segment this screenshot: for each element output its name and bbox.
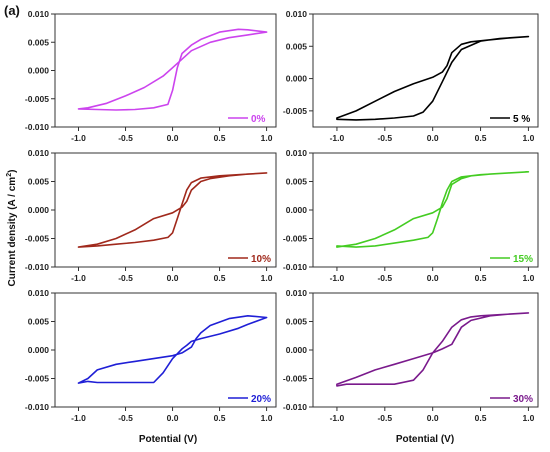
y-tick-label: 0.000: [286, 345, 308, 355]
panel-frame: [54, 292, 277, 408]
y-tick-label: -0.005: [283, 234, 307, 244]
x-tick-label: -1.0: [71, 133, 86, 143]
x-tick-label: 1.0: [261, 413, 273, 423]
panel-5: -1.0 -0.5 0.0 0.5 1.0 -0.010 -0.005 0.000 0.005 0…: [25, 288, 277, 423]
y-tick-label: 0.010: [28, 148, 50, 158]
panel-4: -1.0 -0.5 0.0 0.5 1.0 -0.010 -0.005 0.000 0.005 0…: [283, 148, 539, 283]
y-tick-label: -0.010: [283, 262, 307, 272]
x-tick-label: -1.0: [71, 413, 86, 423]
x-tick-label: -0.5: [118, 133, 133, 143]
legend-label: 30%: [513, 394, 533, 405]
panel-3: -1.0 -0.5 0.0 0.5 1.0 -0.010 -0.005 0.000 0.005 0…: [25, 148, 277, 283]
x-tick-label: -1.0: [330, 413, 345, 423]
y-tick-label: -0.010: [283, 402, 307, 412]
x-tick-label: 0.0: [167, 273, 179, 283]
y-tick-label: 0.005: [286, 41, 308, 51]
legend-label: 15%: [513, 254, 533, 265]
y-tick-label: -0.005: [283, 374, 307, 384]
y-tick-label: 0.000: [28, 66, 50, 76]
legend-label: 10%: [251, 254, 271, 265]
x-tick-label: 1.0: [523, 273, 535, 283]
y-tick-label: 0.010: [286, 9, 308, 19]
y-axis-label-close: ): [7, 170, 18, 173]
x-tick-label: 1.0: [523, 133, 535, 143]
panels-group: -1.0 -0.5 0.0 0.5 1.0 -0.010 -0.005 0.000 0.005 0…: [25, 9, 539, 423]
y-tick-label: -0.005: [25, 234, 49, 244]
y-tick-label: -0.010: [25, 402, 49, 412]
x-tick-label: 0.0: [427, 273, 439, 283]
y-axis-label-text: Current density (A / cm: [7, 177, 18, 287]
y-tick-label: -0.005: [25, 374, 49, 384]
y-axis-label: Current density (A / cm2): [6, 170, 18, 287]
x-tick-label: 0.5: [214, 413, 226, 423]
x-tick-label: -0.5: [118, 413, 133, 423]
y-tick-label: 0.010: [286, 288, 308, 298]
x-tick-label: -1.0: [330, 133, 345, 143]
cv-curve: [77, 172, 268, 248]
x-tick-label: -0.5: [377, 273, 392, 283]
x-tick-label: 0.0: [427, 133, 439, 143]
panel-1: -1.0 -0.5 0.0 0.5 1.0 -0.010 -0.005 0.000 0.005 0…: [25, 9, 277, 143]
y-tick-label: 0.010: [28, 9, 50, 19]
panel-frame: [312, 292, 539, 408]
x-tick-label: -1.0: [71, 273, 86, 283]
panel-6: -1.0 -0.5 0.0 0.5 1.0 -0.010 -0.005 0.000 0.005 0…: [283, 288, 539, 423]
cv-curve: [336, 312, 530, 387]
x-tick-label: 0.0: [167, 133, 179, 143]
panel-frame: [54, 152, 277, 268]
x-tick-label: 0.5: [475, 273, 487, 283]
x-tick-label: -0.5: [377, 133, 392, 143]
cv-curve: [336, 35, 530, 121]
x-axis-label-left: Potential (V): [139, 434, 197, 445]
y-tick-label: 0.005: [286, 177, 308, 187]
x-tick-label: 1.0: [261, 133, 273, 143]
y-tick-label: 0.005: [286, 317, 308, 327]
y-tick-label: 0.005: [28, 317, 50, 327]
legend-label: 5 %: [513, 114, 530, 125]
y-tick-label: 0.000: [286, 205, 308, 215]
y-tick-label: -0.010: [25, 122, 49, 132]
y-axis-label-superscript: 2: [6, 173, 13, 177]
cv-curve: [336, 171, 530, 248]
y-tick-label: 0.000: [286, 74, 308, 84]
y-tick-label: -0.005: [283, 106, 307, 116]
cv-curve: [77, 28, 268, 111]
x-tick-label: 0.0: [167, 413, 179, 423]
y-tick-label: 0.005: [28, 37, 50, 47]
figure-label: (a): [4, 3, 20, 18]
y-tick-label: 0.000: [28, 345, 50, 355]
x-tick-label: 0.5: [475, 133, 487, 143]
y-tick-label: 0.010: [286, 148, 308, 158]
x-axis-label-right: Potential (V): [396, 434, 454, 445]
x-tick-label: 0.5: [214, 133, 226, 143]
panel-frame: [312, 13, 539, 128]
y-tick-label: 0.005: [28, 177, 50, 187]
panel-frame: [54, 13, 277, 128]
x-tick-label: 0.5: [475, 413, 487, 423]
x-tick-label: 0.5: [214, 273, 226, 283]
cv-curve: [77, 315, 268, 384]
legend-label: 0%: [251, 114, 266, 125]
y-tick-label: -0.010: [25, 262, 49, 272]
x-tick-label: 1.0: [523, 413, 535, 423]
x-tick-label: -0.5: [118, 273, 133, 283]
panel-2: -1.0 -0.5 0.0 0.5 1.0 -0.005 0.000 0.005 0.010 5 …: [283, 9, 539, 143]
x-tick-label: -1.0: [330, 273, 345, 283]
panel-frame: [312, 152, 539, 268]
x-tick-label: -0.5: [377, 413, 392, 423]
x-tick-label: 0.0: [427, 413, 439, 423]
y-tick-label: 0.010: [28, 288, 50, 298]
y-tick-label: -0.005: [25, 94, 49, 104]
y-tick-label: 0.000: [28, 205, 50, 215]
legend-label: 20%: [251, 394, 271, 405]
x-tick-label: 1.0: [261, 273, 273, 283]
